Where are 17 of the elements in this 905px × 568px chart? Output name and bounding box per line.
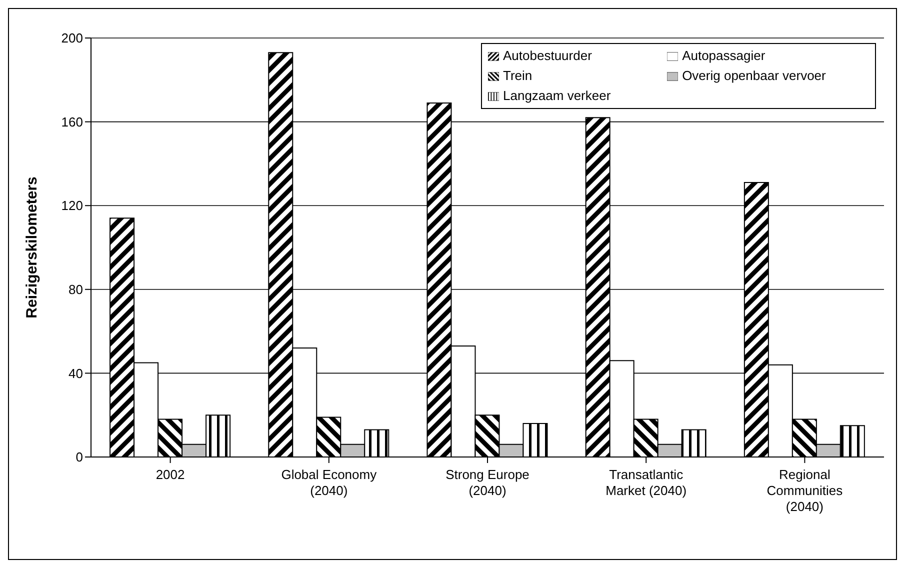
legend-label: Autopassagier [682, 48, 766, 63]
legend-label: Autobestuurder [503, 48, 592, 63]
legend-label: Langzaam verkeer [503, 88, 611, 103]
legend-label: Overig openbaar vervoer [682, 68, 826, 83]
legend-label: Trein [503, 68, 532, 83]
y-tick-label: 120 [61, 198, 83, 214]
y-axis-title: Reizigerskilometers [23, 176, 40, 318]
x-tick-label: Regional Communities (2040) [766, 467, 844, 514]
x-tick-label: 2002 [156, 467, 185, 482]
x-tick-label: Transatlantic Market (2040) [606, 467, 687, 498]
y-tick-label: 0 [76, 450, 83, 465]
y-tick-label: 80 [68, 282, 83, 298]
y-tick-label: 200 [61, 30, 83, 46]
y-tick-label: 160 [61, 114, 83, 130]
x-tick-label: Strong Europe (2040) [446, 467, 530, 498]
x-tick-label: Global Economy (2040) [281, 467, 378, 498]
y-tick-label: 40 [68, 366, 83, 381]
